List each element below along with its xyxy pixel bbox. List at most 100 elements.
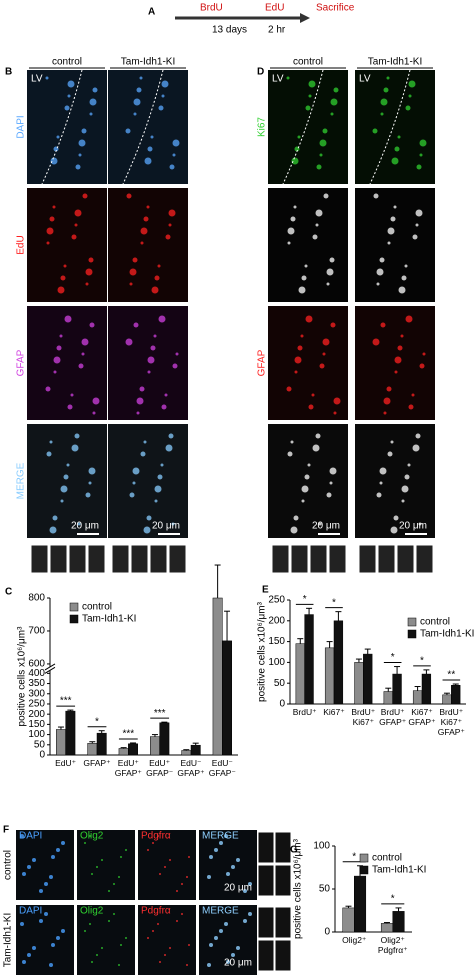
cell-signal	[89, 322, 95, 328]
cell-signal	[159, 961, 161, 963]
cell-signal	[118, 964, 120, 966]
cell-signal	[226, 960, 230, 964]
cell-signal	[20, 834, 24, 838]
column-header: Tam-Idh1-KI	[121, 57, 175, 68]
significance: *	[352, 851, 356, 862]
cell-signal	[96, 866, 98, 868]
cell-signal	[294, 356, 302, 364]
cell-signal	[383, 411, 387, 415]
legend-swatch	[69, 602, 79, 612]
cell-signal	[53, 356, 61, 364]
scale-bar-label: 20 μm	[71, 521, 99, 532]
cell-signal	[390, 526, 398, 534]
legend-label: control	[82, 602, 112, 613]
scale-bar-label: 20 μm	[224, 883, 252, 894]
cell-signal	[305, 315, 313, 323]
inset	[271, 544, 290, 574]
cell-signal	[308, 94, 312, 98]
cell-signal	[32, 858, 36, 862]
bar	[412, 690, 423, 705]
panel-label: G	[290, 845, 298, 856]
column-header: control	[293, 57, 323, 68]
legend-swatch	[407, 629, 417, 639]
legend-label: control	[372, 853, 402, 864]
cell-signal	[186, 964, 188, 966]
cell-signal	[408, 80, 416, 88]
cell-signal	[405, 315, 413, 323]
cell-signal	[416, 164, 422, 170]
micrograph	[268, 188, 348, 302]
bar	[451, 685, 461, 705]
row-label: Tam-Idh1-KI	[3, 913, 14, 967]
cell-signal	[322, 128, 328, 134]
channel-label: MERGE	[202, 906, 239, 917]
inset	[274, 906, 292, 939]
bar	[354, 875, 367, 933]
x-tick-label: Olig2⁺	[342, 935, 367, 945]
scale-bar-label: 20 μm	[312, 521, 340, 532]
x-tick-label: BrdU⁺ Ki67⁺ GFAP⁺	[437, 707, 465, 737]
bar	[87, 743, 98, 756]
cell-signal	[150, 345, 156, 351]
cell-signal	[49, 440, 53, 444]
timeline-label: Sacrifice	[316, 3, 355, 14]
cell-signal	[157, 264, 161, 268]
cell-signal	[412, 234, 418, 240]
cell-signal	[164, 954, 166, 956]
cell-signal	[376, 268, 384, 276]
cell-signal	[287, 241, 291, 245]
cell-signal	[157, 923, 159, 925]
cell-signal	[153, 334, 157, 338]
cell-signal	[333, 411, 337, 415]
inset	[290, 544, 309, 574]
cell-signal	[236, 946, 240, 950]
micrograph	[16, 905, 74, 975]
cell-signal	[379, 257, 385, 263]
cell-signal	[39, 919, 43, 923]
inset	[168, 544, 187, 574]
cell-signal	[290, 216, 296, 222]
cell-signal	[293, 515, 299, 521]
channel-label: MERGE	[257, 462, 268, 499]
cell-signal	[393, 515, 399, 521]
cell-signal	[51, 943, 55, 947]
cell-signal	[56, 345, 62, 351]
cell-signal	[63, 264, 67, 268]
cell-signal	[315, 209, 323, 217]
cell-signal	[329, 481, 333, 485]
cell-signal	[405, 105, 411, 111]
cell-signal	[418, 522, 422, 526]
y-tick-label: 100	[28, 729, 45, 740]
cell-signal	[397, 345, 403, 351]
cell-signal	[154, 485, 162, 493]
y-axis-label: positive cells x10⁶/μm³	[17, 626, 28, 727]
cell-signal	[214, 848, 218, 852]
bar	[190, 744, 201, 756]
micrograph	[108, 70, 188, 184]
x-tick-label: EdU⁺	[55, 758, 77, 768]
inset	[111, 544, 130, 574]
column-header: control	[52, 57, 82, 68]
significance: ***	[60, 696, 72, 707]
inset	[49, 544, 68, 574]
panel-label: D	[257, 67, 264, 78]
cell-signal	[85, 282, 89, 286]
cell-signal	[88, 481, 92, 485]
cell-signal	[248, 912, 252, 916]
cell-signal	[383, 397, 391, 405]
cell-signal	[64, 315, 72, 323]
micrograph	[27, 424, 107, 538]
ventricle-boundary	[122, 69, 164, 185]
legend-swatch	[359, 865, 369, 875]
cell-signal	[78, 139, 86, 147]
cell-signal	[63, 474, 69, 480]
cell-signal	[326, 268, 334, 276]
y-tick-label: 700	[28, 626, 45, 637]
y-tick-label: 100	[313, 841, 330, 852]
cell-signal	[120, 856, 122, 858]
cell-signal	[161, 80, 169, 88]
cell-signal	[301, 499, 305, 503]
cell-signal	[380, 322, 386, 328]
cell-signal	[387, 227, 395, 235]
micrograph	[268, 70, 348, 184]
